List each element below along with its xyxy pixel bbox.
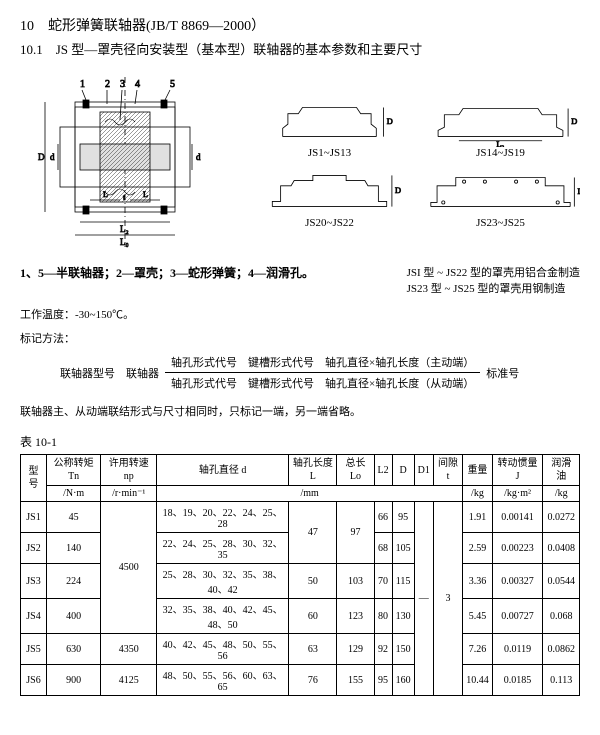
- svg-text:L₂: L₂: [120, 224, 129, 234]
- profile-3: D JS20~JS22: [250, 165, 409, 229]
- col-J: 转动惯量 J: [492, 455, 543, 486]
- svg-text:4: 4: [135, 79, 140, 90]
- svg-text:d: d: [50, 152, 55, 162]
- notation-note: 联轴器主、从动端联结形式与尺寸相同时，只标记一端，另一端省略。: [20, 403, 580, 419]
- material-note-1: JSI 型 ~ JS22 型的罩壳用铝合金制造: [407, 264, 580, 280]
- unit-J: /kg·m²: [492, 486, 543, 502]
- unit-mm: /mm: [157, 486, 463, 502]
- profile-1-label: JS1~JS13: [308, 147, 351, 159]
- table-body: JS1 45 4500 18、19、20、22、24、25、28 47 97 6…: [21, 502, 580, 696]
- profile-1: D JS1~JS13: [250, 95, 409, 159]
- heading-line1: 10 蛇形弹簧联轴器(JB/T 8869—2000）: [20, 15, 580, 35]
- col-d: 轴孔直径 d: [157, 455, 289, 486]
- col-model: 型号: [21, 455, 47, 502]
- notation-formula: 联轴器型号 联轴器 轴孔形式代号 键槽形式代号 轴孔直径×轴孔长度（主动端） 轴…: [60, 352, 580, 393]
- unit-tn: /N·m: [46, 486, 100, 502]
- col-Lo: 总长 Lo: [337, 455, 374, 486]
- profile-4: D JS23~JS25: [421, 165, 580, 229]
- col-np: 许用转速 np: [101, 455, 157, 486]
- svg-text:3: 3: [120, 79, 125, 90]
- table-row: JS5 630 4350 40、42、45、48、50、55、56 63 129…: [21, 634, 580, 665]
- svg-text:D: D: [577, 187, 580, 196]
- svg-text:D: D: [387, 117, 393, 126]
- svg-text:D: D: [571, 117, 577, 126]
- profile-2-label: JS14~JS19: [476, 147, 525, 159]
- notation-label: 标记方法：: [20, 330, 580, 346]
- unit-weight: /kg: [463, 486, 493, 502]
- spec-table: 型号 公称转矩 Tn 许用转速 np 轴孔直径 d 轴孔长度 L 总长 Lo L…: [20, 454, 580, 696]
- col-L: 轴孔长度 L: [289, 455, 337, 486]
- main-cross-section-diagram: D d d L₂ L₀ L L t 1 2 3 4 5: [20, 72, 230, 252]
- profile-2: L₂ D JS14~JS19: [421, 95, 580, 159]
- col-D: D: [392, 455, 414, 486]
- unit-oil: /kg: [543, 486, 580, 502]
- col-tn: 公称转矩 Tn: [46, 455, 100, 486]
- col-L2: L2: [374, 455, 392, 486]
- table-caption: 表 10-1: [20, 433, 580, 450]
- notation-top: 轴孔形式代号 键槽形式代号 轴孔直径×轴孔长度（主动端）: [165, 352, 480, 373]
- col-gap: 间隙 t: [433, 455, 462, 486]
- heading-line2: 10.1 JS 型—罩壳径向安装型（基本型）联轴器的基本参数和主要尺寸: [20, 39, 580, 58]
- svg-text:L: L: [143, 190, 148, 199]
- svg-text:D: D: [38, 152, 45, 162]
- table-head: 型号 公称转矩 Tn 许用转速 np 轴孔直径 d 轴孔长度 L 总长 Lo L…: [21, 455, 580, 502]
- svg-text:L₂: L₂: [496, 140, 504, 147]
- svg-text:D: D: [395, 186, 401, 195]
- temperature-note: 工作温度：-30~150℃。: [20, 306, 580, 322]
- table-row: JS1 45 4500 18、19、20、22、24、25、28 47 97 6…: [21, 502, 580, 533]
- table-row: JS6 900 4125 48、50、55、56、60、63、65 76 155…: [21, 665, 580, 696]
- col-D1: D1: [414, 455, 433, 486]
- notation-bot: 轴孔形式代号 键槽形式代号 轴孔直径×轴孔长度（从动端）: [165, 373, 480, 393]
- profile-3-label: JS20~JS22: [305, 217, 354, 229]
- svg-text:L: L: [103, 190, 108, 199]
- svg-text:L₀: L₀: [120, 237, 129, 247]
- material-notes: JSI 型 ~ JS22 型的罩壳用铝合金制造 JS23 型 ~ JS25 型的…: [407, 264, 580, 296]
- svg-text:1: 1: [80, 79, 85, 90]
- col-oil: 润滑油: [543, 455, 580, 486]
- profile-diagrams: D JS1~JS13 L₂ D JS14~JS19 D JS20~JS22: [250, 95, 580, 229]
- parts-legend: 1、5—半联轴器；2—罩壳；3—蛇形弹簧；4—润滑孔。: [20, 264, 314, 281]
- profile-4-label: JS23~JS25: [476, 217, 525, 229]
- diagram-row: D d d L₂ L₀ L L t 1 2 3 4 5 D: [20, 72, 580, 252]
- svg-text:5: 5: [170, 79, 175, 90]
- svg-text:d: d: [196, 152, 201, 162]
- unit-np: /r·min⁻¹: [101, 486, 157, 502]
- notation-fraction: 轴孔形式代号 键槽形式代号 轴孔直径×轴孔长度（主动端） 轴孔形式代号 键槽形式…: [165, 352, 480, 393]
- material-note-2: JS23 型 ~ JS25 型的罩壳用钢制造: [407, 280, 580, 296]
- notation-suffix: 标准号: [486, 365, 519, 381]
- col-weight: 重量: [463, 455, 493, 486]
- notation-prefix: 联轴器型号 联轴器: [60, 365, 159, 381]
- legend-row: 1、5—半联轴器；2—罩壳；3—蛇形弹簧；4—润滑孔。 JSI 型 ~ JS22…: [20, 264, 580, 296]
- svg-text:2: 2: [105, 79, 110, 90]
